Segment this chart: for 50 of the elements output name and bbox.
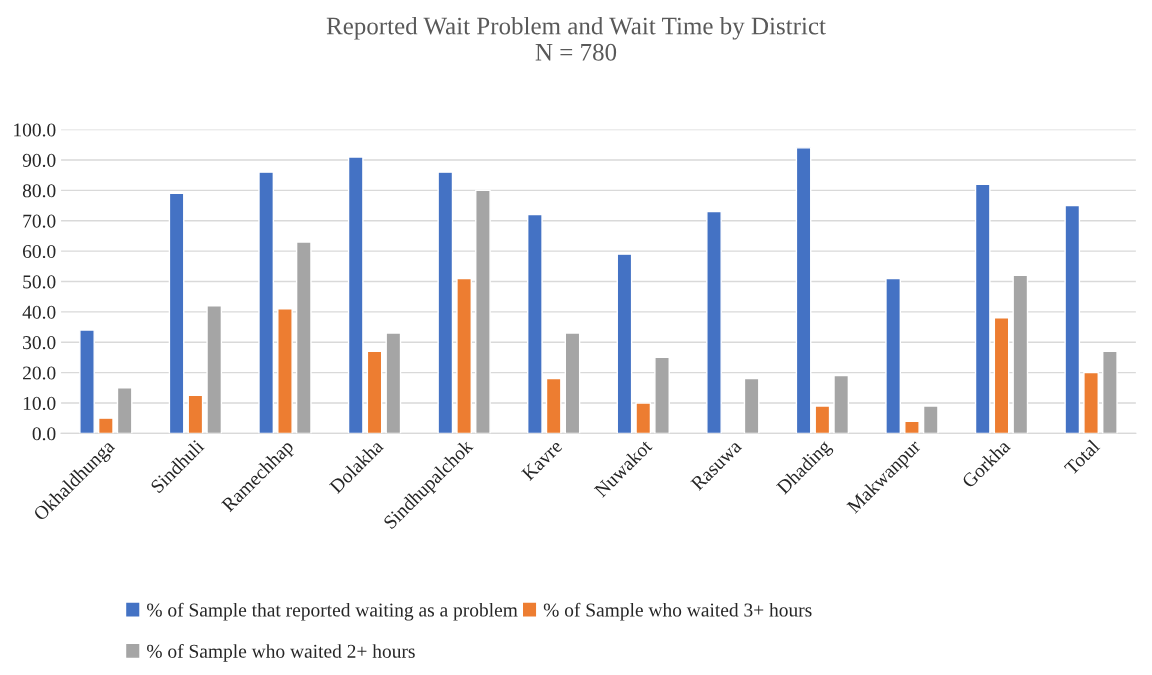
bar <box>1102 350 1118 434</box>
bar <box>922 405 939 434</box>
bar <box>277 308 293 434</box>
bar <box>366 350 383 434</box>
bar <box>258 171 275 434</box>
bar <box>347 156 364 434</box>
bar <box>475 189 491 434</box>
bar <box>904 420 920 434</box>
bar <box>187 394 204 434</box>
y-tick-label: 20.0 <box>23 366 56 380</box>
y-tick-label: 40.0 <box>22 305 56 319</box>
bar <box>1083 371 1099 434</box>
bar <box>1012 274 1029 434</box>
y-tick-label: 60.0 <box>23 244 56 259</box>
bar <box>527 213 543 434</box>
bar <box>795 147 812 434</box>
legend-label: % of Sample that reported waiting as a problem <box>147 602 518 621</box>
bar <box>814 405 831 434</box>
bar <box>833 374 850 434</box>
y-tick-label: 90.0 <box>22 153 56 167</box>
bar <box>616 253 633 434</box>
bar <box>385 332 402 434</box>
y-tick-label: 80.0 <box>22 184 56 198</box>
bar <box>743 377 760 434</box>
y-tick-label: 70.0 <box>23 214 56 228</box>
bar <box>79 329 95 434</box>
y-tick-label: 100.0 <box>14 123 56 137</box>
bar <box>545 377 562 434</box>
bar <box>1064 204 1081 434</box>
bar <box>993 317 1010 434</box>
bar <box>116 387 133 434</box>
bar <box>168 192 185 434</box>
bar <box>654 356 670 434</box>
y-tick-label: 30.0 <box>23 336 56 350</box>
y-tick-label: 0.0 <box>32 427 56 441</box>
bar <box>295 241 312 434</box>
legend-label: % of Sample who waited 3+ hours <box>543 602 812 621</box>
bar <box>885 277 902 434</box>
bar <box>206 305 223 434</box>
bar <box>564 332 581 434</box>
chart-title: Reported Wait Problem and Wait Time by District N = 780 <box>326 16 826 61</box>
bar <box>456 277 472 434</box>
y-tick-label: 10.0 <box>23 396 56 410</box>
legend-label: % of Sample who waited 2+ hours <box>147 643 415 662</box>
bar <box>97 417 114 434</box>
bar <box>706 210 722 434</box>
bar <box>974 183 991 434</box>
bar <box>635 402 652 434</box>
bar <box>437 171 454 434</box>
y-tick-label: 50.0 <box>23 275 56 289</box>
